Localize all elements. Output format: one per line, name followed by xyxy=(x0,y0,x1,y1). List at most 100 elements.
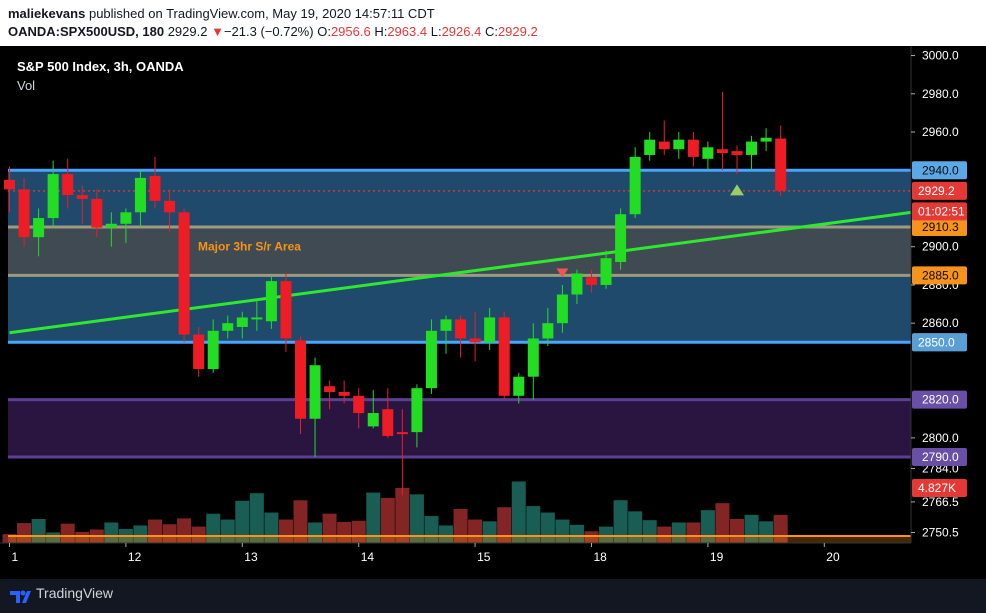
candle-body xyxy=(324,386,336,392)
price-tick-label: 2860.0 xyxy=(922,316,959,330)
close-label: C: xyxy=(484,24,498,39)
price-tag-label: 2850.0 xyxy=(918,335,955,349)
volume-bar xyxy=(468,519,483,543)
volume-bar xyxy=(511,481,526,543)
volume-bar xyxy=(555,519,570,543)
volume-bar xyxy=(453,509,468,543)
candle xyxy=(134,170,146,228)
price-chart[interactable]: Major 3hr S/r Area 3000.0 2980.0 2960.0 2900… xyxy=(0,46,986,579)
candle-body xyxy=(280,281,292,339)
candle xyxy=(324,380,336,410)
volume-bar xyxy=(60,523,75,543)
candle xyxy=(527,323,539,400)
time-tick-label: 15 xyxy=(477,550,491,564)
candle-body xyxy=(207,330,219,370)
high-value: 2963.4 xyxy=(387,24,428,39)
chart-title: S&P 500 Index, 3h, OANDA xyxy=(17,59,184,74)
tradingview-brand[interactable]: TradingView xyxy=(36,585,114,601)
volume-bar xyxy=(278,519,293,543)
zone-tan xyxy=(8,227,911,276)
volume-bar xyxy=(31,518,46,543)
price-tick-label: 2960.0 xyxy=(922,125,959,139)
price-tick-label: 2750.5 xyxy=(922,525,959,539)
change-value: −21.3 (−0.72%) xyxy=(223,24,314,39)
candle xyxy=(338,380,350,404)
candle xyxy=(396,409,408,496)
candle-body xyxy=(91,198,103,228)
volume-bar xyxy=(730,518,744,543)
candle-body xyxy=(644,139,656,155)
volume-bar xyxy=(395,487,410,543)
volume-bar xyxy=(671,522,686,543)
candle-body xyxy=(396,432,408,435)
candle xyxy=(4,166,15,213)
candle xyxy=(513,372,525,404)
volume-bar xyxy=(380,497,395,543)
candle xyxy=(382,388,394,438)
candle xyxy=(556,284,568,333)
candle-body xyxy=(47,174,59,219)
candle-body xyxy=(193,334,205,370)
candle-body xyxy=(629,156,641,215)
quote-line: OANDA:SPX500USD, 180 2929.2 ▼−21.3 (−0.7… xyxy=(8,24,538,39)
author-name[interactable]: maliekevans xyxy=(8,6,86,21)
publish-line: maliekevans published on TradingView.com… xyxy=(8,6,435,21)
candle xyxy=(164,189,176,232)
candle xyxy=(440,315,452,354)
up-triangle-icon xyxy=(730,184,744,196)
time-tick-label: 20 xyxy=(826,550,840,564)
candle-body xyxy=(760,137,772,142)
candle xyxy=(746,135,758,171)
high-label: H: xyxy=(374,24,388,39)
time-tick-label: 19 xyxy=(710,550,724,564)
candle-body xyxy=(149,175,161,201)
candle-body xyxy=(367,413,379,427)
volume-bar xyxy=(191,526,206,543)
candle xyxy=(775,125,787,197)
level-tag-label: 2885.0 xyxy=(922,268,959,282)
level-tag xyxy=(912,266,967,285)
candle xyxy=(91,189,103,238)
low-label: L: xyxy=(430,24,442,39)
candle xyxy=(687,132,699,167)
candle-body xyxy=(673,139,685,150)
candle-body xyxy=(120,212,132,224)
candle-body xyxy=(702,147,714,159)
publish-header: maliekevans published on TradingView.com… xyxy=(0,0,986,46)
candle-body xyxy=(33,218,45,238)
candle xyxy=(178,208,190,343)
price-tag xyxy=(912,202,967,221)
candle xyxy=(295,336,306,435)
level-tag-label: 2910.3 xyxy=(922,220,959,234)
volume-bar xyxy=(482,521,497,543)
time-tick-label: 13 xyxy=(244,550,258,564)
candle-body xyxy=(164,200,176,213)
candle-body xyxy=(658,141,670,150)
level-tag-label: 2790.0 xyxy=(922,450,959,464)
price-tag xyxy=(912,478,967,497)
volume-bar xyxy=(351,520,366,543)
candle xyxy=(62,158,74,209)
candle-body xyxy=(236,317,248,327)
candle-body xyxy=(542,323,554,339)
volume-bar xyxy=(133,525,148,543)
candle-body xyxy=(498,317,510,396)
volume-legend: Vol xyxy=(17,78,36,93)
tradingview-logo-icon[interactable] xyxy=(8,585,32,605)
candle xyxy=(542,307,554,347)
candle-body xyxy=(411,388,423,433)
candle xyxy=(484,307,496,350)
candle xyxy=(411,384,423,448)
candle xyxy=(309,357,321,457)
time-tick-label: 18 xyxy=(594,550,608,564)
candle xyxy=(586,269,597,293)
volume-bar xyxy=(235,500,250,543)
candle-body xyxy=(469,338,481,343)
candle xyxy=(353,388,365,429)
candle xyxy=(615,208,627,270)
volume-bar xyxy=(366,492,381,543)
candle-body xyxy=(556,294,568,324)
symbol-label: OANDA:SPX500USD, 180 xyxy=(8,24,165,39)
open-value: 2956.6 xyxy=(330,24,371,39)
candle xyxy=(600,250,612,289)
